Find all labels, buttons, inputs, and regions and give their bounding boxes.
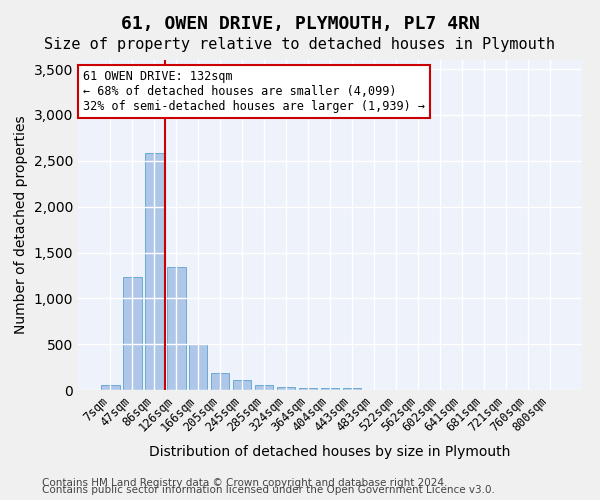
Bar [123,277,142,390]
Bar [101,386,119,390]
Bar [189,344,208,390]
Text: Contains public sector information licensed under the Open Government Licence v3: Contains public sector information licen… [42,485,495,495]
Text: 61, OWEN DRIVE, PLYMOUTH, PL7 4RN: 61, OWEN DRIVE, PLYMOUTH, PL7 4RN [121,15,479,33]
Bar [343,388,361,390]
Bar [167,267,185,390]
Bar [299,388,317,390]
Bar [255,386,274,390]
Bar [211,373,229,390]
Text: 61 OWEN DRIVE: 132sqm
← 68% of detached houses are smaller (4,099)
32% of semi-d: 61 OWEN DRIVE: 132sqm ← 68% of detached … [83,70,425,113]
Text: Contains HM Land Registry data © Crown copyright and database right 2024.: Contains HM Land Registry data © Crown c… [42,478,448,488]
X-axis label: Distribution of detached houses by size in Plymouth: Distribution of detached houses by size … [149,446,511,460]
Bar [145,152,164,390]
Bar [277,387,295,390]
Text: Size of property relative to detached houses in Plymouth: Size of property relative to detached ho… [44,38,556,52]
Bar [320,388,340,390]
Bar [233,380,251,390]
Y-axis label: Number of detached properties: Number of detached properties [14,116,28,334]
